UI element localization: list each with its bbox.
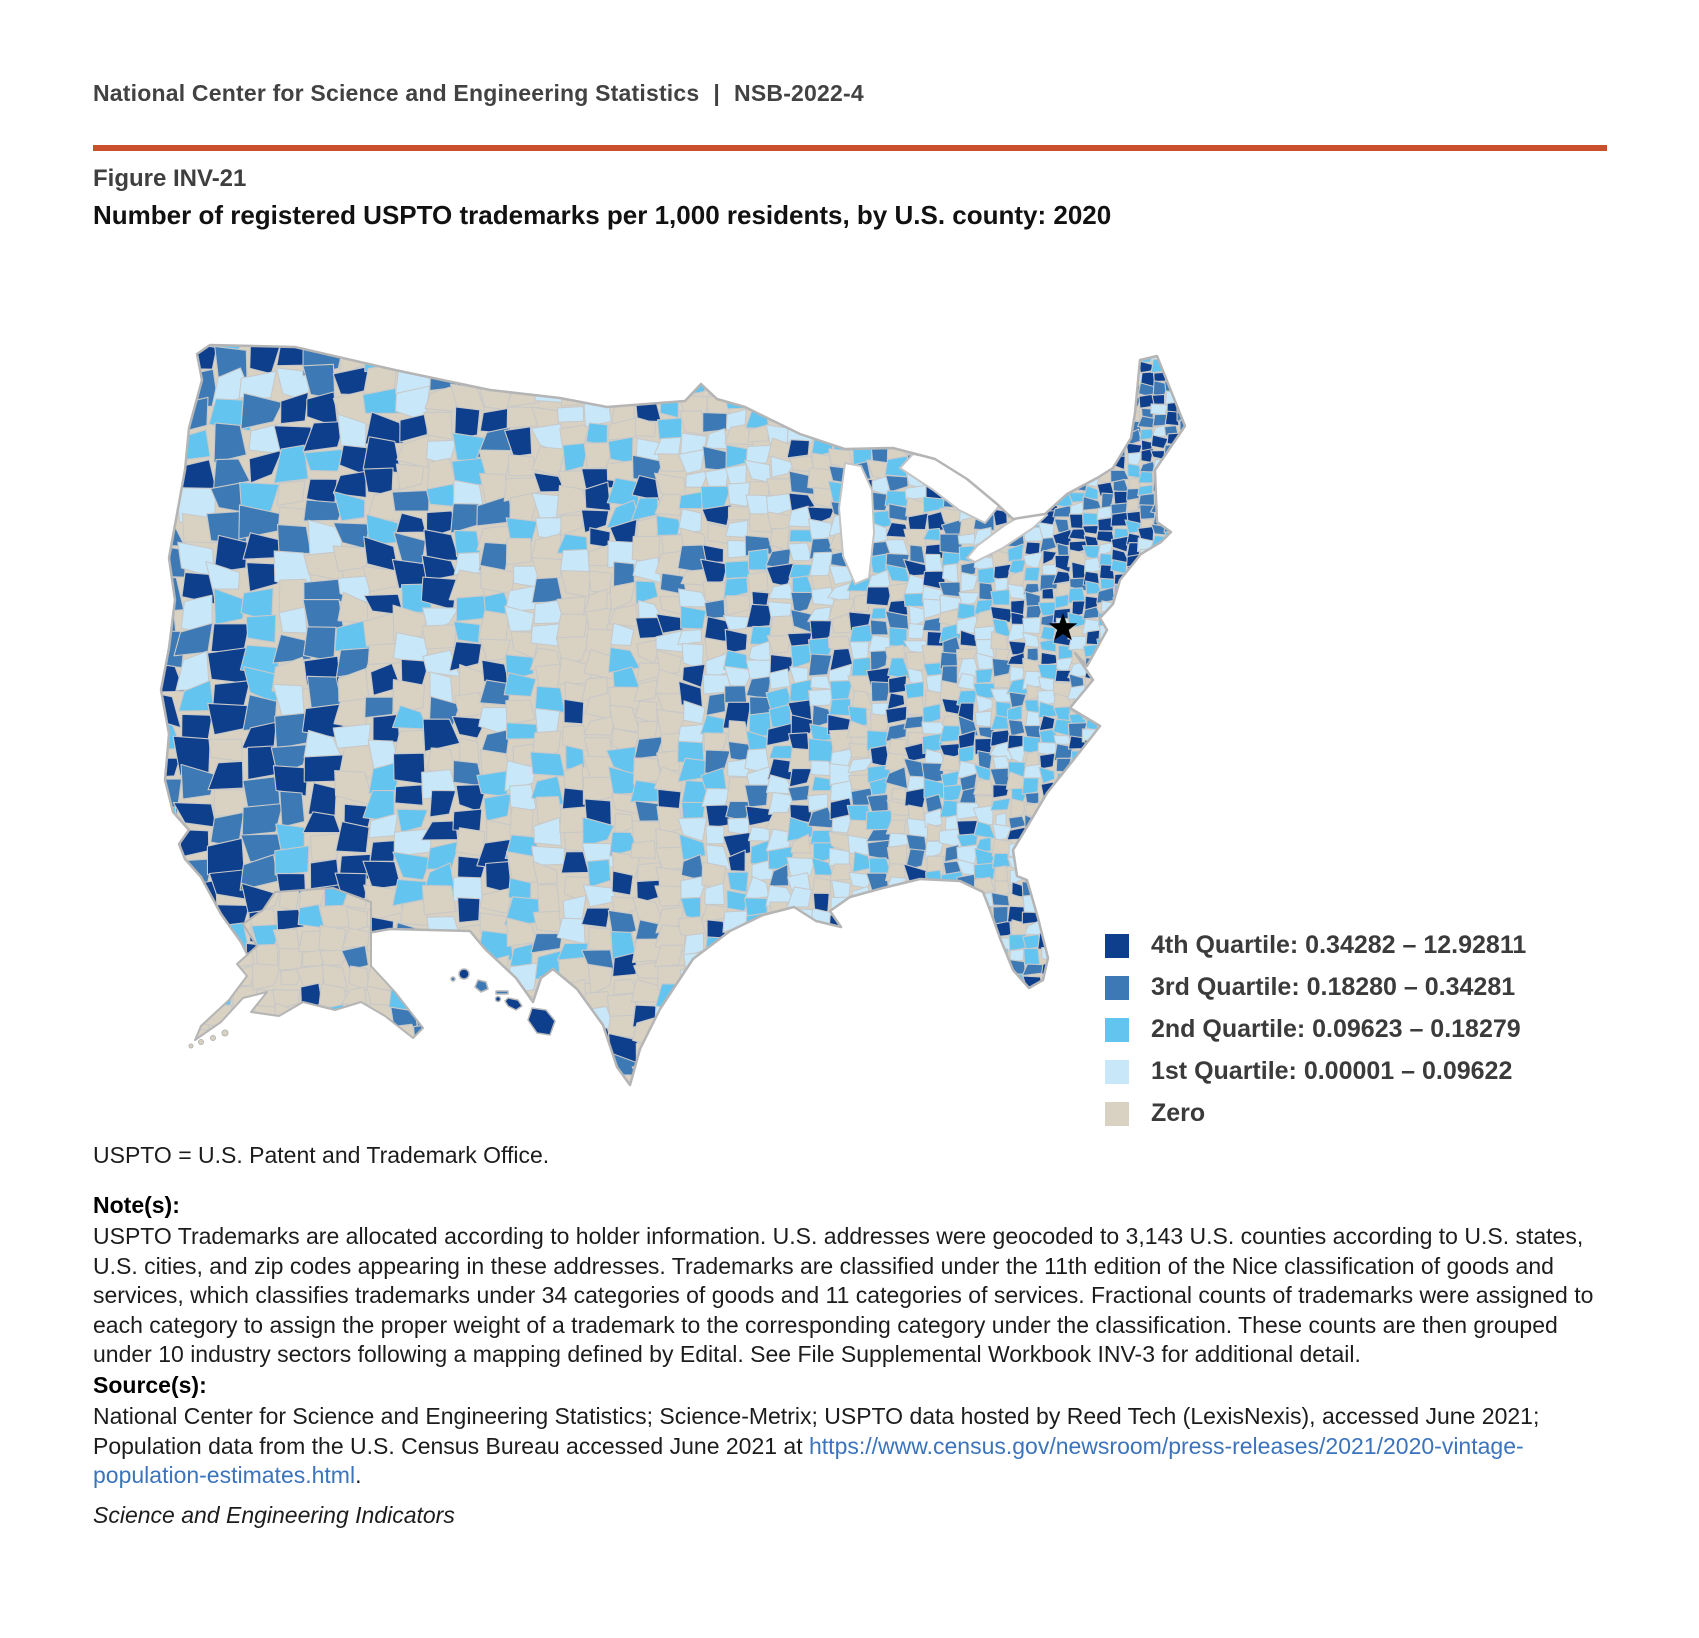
island-oahu (474, 979, 489, 993)
island-maui (504, 997, 523, 1011)
sources-text-after-link: . (355, 1462, 362, 1488)
alaska-map (188, 887, 424, 1049)
legend-row-q4: 4th Quartile: 0.34282 – 12.92811 (1105, 931, 1526, 960)
legend-swatch-q3 (1105, 975, 1129, 1000)
aleutian-islands (188, 1029, 229, 1049)
legend-label-q1: 1st Quartile: 0.00001 – 0.09622 (1151, 1057, 1513, 1085)
us-county-choropleth-map (159, 343, 1187, 1087)
figure-title: Number of registered USPTO trademarks pe… (93, 200, 1112, 230)
sources-text-before-link: National Center for Science and Engineer… (93, 1403, 1540, 1459)
publication-name: Science and Engineering Indicators (93, 1502, 455, 1528)
legend-swatch-q2 (1105, 1017, 1129, 1042)
legend-label-q4: 4th Quartile: 0.34282 – 12.92811 (1151, 931, 1527, 959)
legend-label-zero: Zero (1151, 1099, 1206, 1127)
org-name: National Center for Science and Engineer… (93, 80, 700, 106)
dc-star-marker (1048, 613, 1078, 641)
legend-row-q1: 1st Quartile: 0.00001 – 0.09622 (1105, 1057, 1526, 1086)
census-link[interactable]: https://www.census.gov/newsroom/press-re… (93, 1432, 1524, 1489)
alaska-outline (194, 887, 424, 1041)
legend-row-zero: Zero (1105, 1099, 1526, 1128)
header-separator: | (713, 80, 721, 106)
accent-rule (93, 145, 1607, 151)
island-lanai (494, 995, 502, 1003)
legend-row-q2: 2nd Quartile: 0.09623 – 0.18279 (1105, 1015, 1526, 1044)
legend-swatch-q4 (1105, 933, 1129, 958)
island-hawaii (527, 1007, 556, 1036)
figure-label: Figure INV-21 (93, 165, 247, 192)
lake-michigan-icon (837, 461, 876, 586)
island-molokai (495, 990, 509, 995)
island-kauai (458, 968, 470, 980)
abbreviation-line: USPTO = U.S. Patent and Trademark Office… (93, 1142, 550, 1168)
report-header: National Center for Science and Engineer… (93, 80, 864, 107)
legend-swatch-q1 (1105, 1059, 1129, 1084)
island-niihau (450, 976, 456, 982)
us-outline (159, 343, 1187, 1087)
sources-text: National Center for Science and Engineer… (93, 1402, 1613, 1491)
notes-text: USPTO Trademarks are allocated according… (93, 1223, 1594, 1367)
sources-heading: Source(s): (93, 1372, 207, 1398)
legend-swatch-zero (1105, 1101, 1129, 1126)
hawaii-map (450, 968, 556, 1036)
map-legend: 4th Quartile: 0.34282 – 12.92811 3rd Qua… (1105, 931, 1526, 1128)
legend-label-q3: 3rd Quartile: 0.18280 – 0.34281 (1151, 973, 1516, 1001)
report-id: NSB-2022-4 (734, 80, 864, 106)
legend-row-q3: 3rd Quartile: 0.18280 – 0.34281 (1105, 973, 1526, 1002)
legend-label-q2: 2nd Quartile: 0.09623 – 0.18279 (1151, 1015, 1521, 1043)
notes-heading: Note(s): (93, 1192, 180, 1218)
